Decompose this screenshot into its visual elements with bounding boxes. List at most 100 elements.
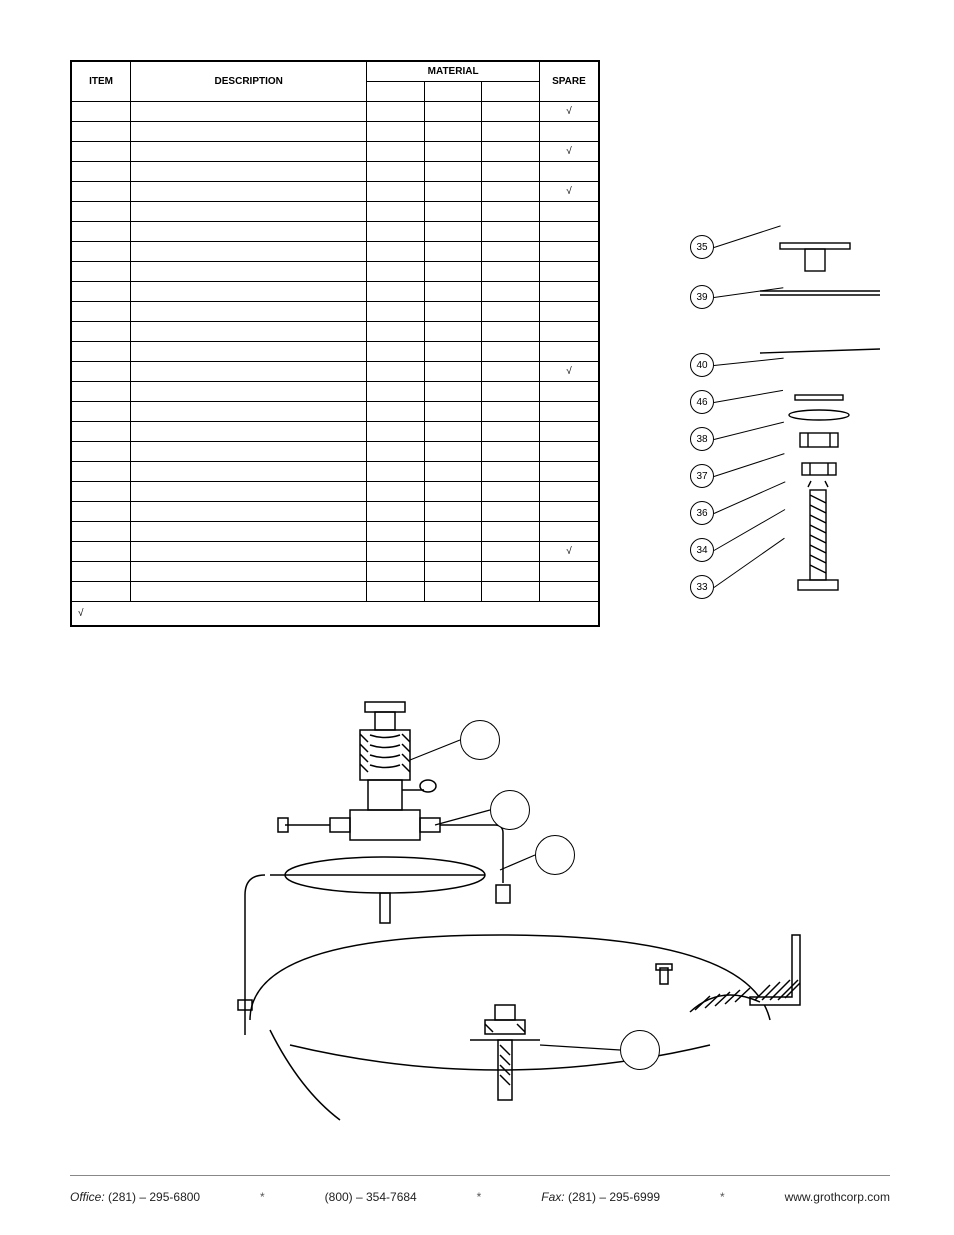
- table-row: [71, 381, 599, 401]
- cell-spare: [539, 301, 599, 321]
- table-row: [71, 501, 599, 521]
- cell-mat-1: [424, 421, 482, 441]
- cell-mat-1: [424, 541, 482, 561]
- cell-mat-0: [367, 501, 425, 521]
- cell-mat-1: [424, 581, 482, 601]
- cell-spare: [539, 341, 599, 361]
- cell-mat-0: [367, 281, 425, 301]
- cell-mat-2: [482, 441, 540, 461]
- cell-mat-1: [424, 501, 482, 521]
- cell-item: [71, 581, 131, 601]
- table-row: [71, 401, 599, 421]
- cell-desc: [131, 381, 367, 401]
- cell-spare: [539, 201, 599, 221]
- cell-desc: [131, 441, 367, 461]
- cell-desc: [131, 421, 367, 441]
- cell-item: [71, 221, 131, 241]
- col-header-material: MATERIAL: [367, 61, 540, 81]
- cell-item: [71, 301, 131, 321]
- cell-mat-1: [424, 221, 482, 241]
- side-exploded-diagram: 353940463837363433: [690, 235, 890, 605]
- col-header-description: DESCRIPTION: [131, 61, 367, 101]
- cell-mat-0: [367, 181, 425, 201]
- cell-spare: [539, 501, 599, 521]
- cell-mat-2: [482, 241, 540, 261]
- cell-desc: [131, 221, 367, 241]
- footer-fax-num: (281) – 295-6999: [568, 1190, 660, 1204]
- assembly-svg: [210, 700, 810, 1130]
- cell-mat-2: [482, 101, 540, 121]
- cell-desc: [131, 301, 367, 321]
- cell-mat-0: [367, 321, 425, 341]
- cell-item: [71, 321, 131, 341]
- cell-mat-2: [482, 141, 540, 161]
- cell-mat-0: [367, 241, 425, 261]
- cell-mat-1: [424, 361, 482, 381]
- cell-mat-2: [482, 521, 540, 541]
- table-row: [71, 281, 599, 301]
- cell-spare: [539, 121, 599, 141]
- footer-office: Office: (281) – 295-6800: [70, 1190, 200, 1204]
- col-header-mat-2: [482, 81, 540, 101]
- cell-mat-1: [424, 101, 482, 121]
- side-diagram-svg: [690, 235, 890, 605]
- cell-desc: [131, 121, 367, 141]
- assembly-callout-bubble: [460, 720, 500, 760]
- cell-spare: [539, 261, 599, 281]
- col-header-mat-0: [367, 81, 425, 101]
- cell-desc: [131, 161, 367, 181]
- cell-desc: [131, 241, 367, 261]
- cell-item: [71, 201, 131, 221]
- cell-item: [71, 101, 131, 121]
- cell-mat-2: [482, 201, 540, 221]
- cell-item: [71, 421, 131, 441]
- cell-item: [71, 541, 131, 561]
- cell-spare: √: [539, 141, 599, 161]
- cell-desc: [131, 341, 367, 361]
- cell-desc: [131, 361, 367, 381]
- cell-mat-2: [482, 221, 540, 241]
- cell-mat-2: [482, 161, 540, 181]
- table-row: [71, 561, 599, 581]
- cell-mat-2: [482, 341, 540, 361]
- cell-desc: [131, 581, 367, 601]
- cell-mat-0: [367, 141, 425, 161]
- cell-mat-0: [367, 561, 425, 581]
- assembly-callout-bubble: [620, 1030, 660, 1070]
- cell-mat-1: [424, 561, 482, 581]
- callout-bubble-34: 34: [690, 538, 714, 562]
- cell-desc: [131, 281, 367, 301]
- cell-desc: [131, 561, 367, 581]
- cell-item: [71, 181, 131, 201]
- cell-mat-1: [424, 381, 482, 401]
- footer-office-label: Office:: [70, 1190, 105, 1204]
- table-row: [71, 321, 599, 341]
- cell-spare: [539, 481, 599, 501]
- cell-spare: [539, 241, 599, 261]
- cell-mat-1: [424, 201, 482, 221]
- cell-item: [71, 261, 131, 281]
- assembly-callout-bubble: [535, 835, 575, 875]
- table-row: [71, 441, 599, 461]
- cell-desc: [131, 261, 367, 281]
- cell-mat-0: [367, 441, 425, 461]
- table-row: √: [71, 181, 599, 201]
- cell-mat-1: [424, 441, 482, 461]
- cell-desc: [131, 321, 367, 341]
- cell-desc: [131, 541, 367, 561]
- cell-mat-2: [482, 361, 540, 381]
- table-row: [71, 581, 599, 601]
- cell-spare: [539, 401, 599, 421]
- cell-spare: √: [539, 361, 599, 381]
- cell-mat-0: [367, 221, 425, 241]
- table-row: [71, 161, 599, 181]
- cell-mat-2: [482, 401, 540, 421]
- cell-spare: [539, 321, 599, 341]
- cell-item: [71, 241, 131, 261]
- cell-mat-0: [367, 581, 425, 601]
- cell-mat-1: [424, 121, 482, 141]
- cell-desc: [131, 201, 367, 221]
- table-row: [71, 421, 599, 441]
- table-row: [71, 121, 599, 141]
- table-row: [71, 521, 599, 541]
